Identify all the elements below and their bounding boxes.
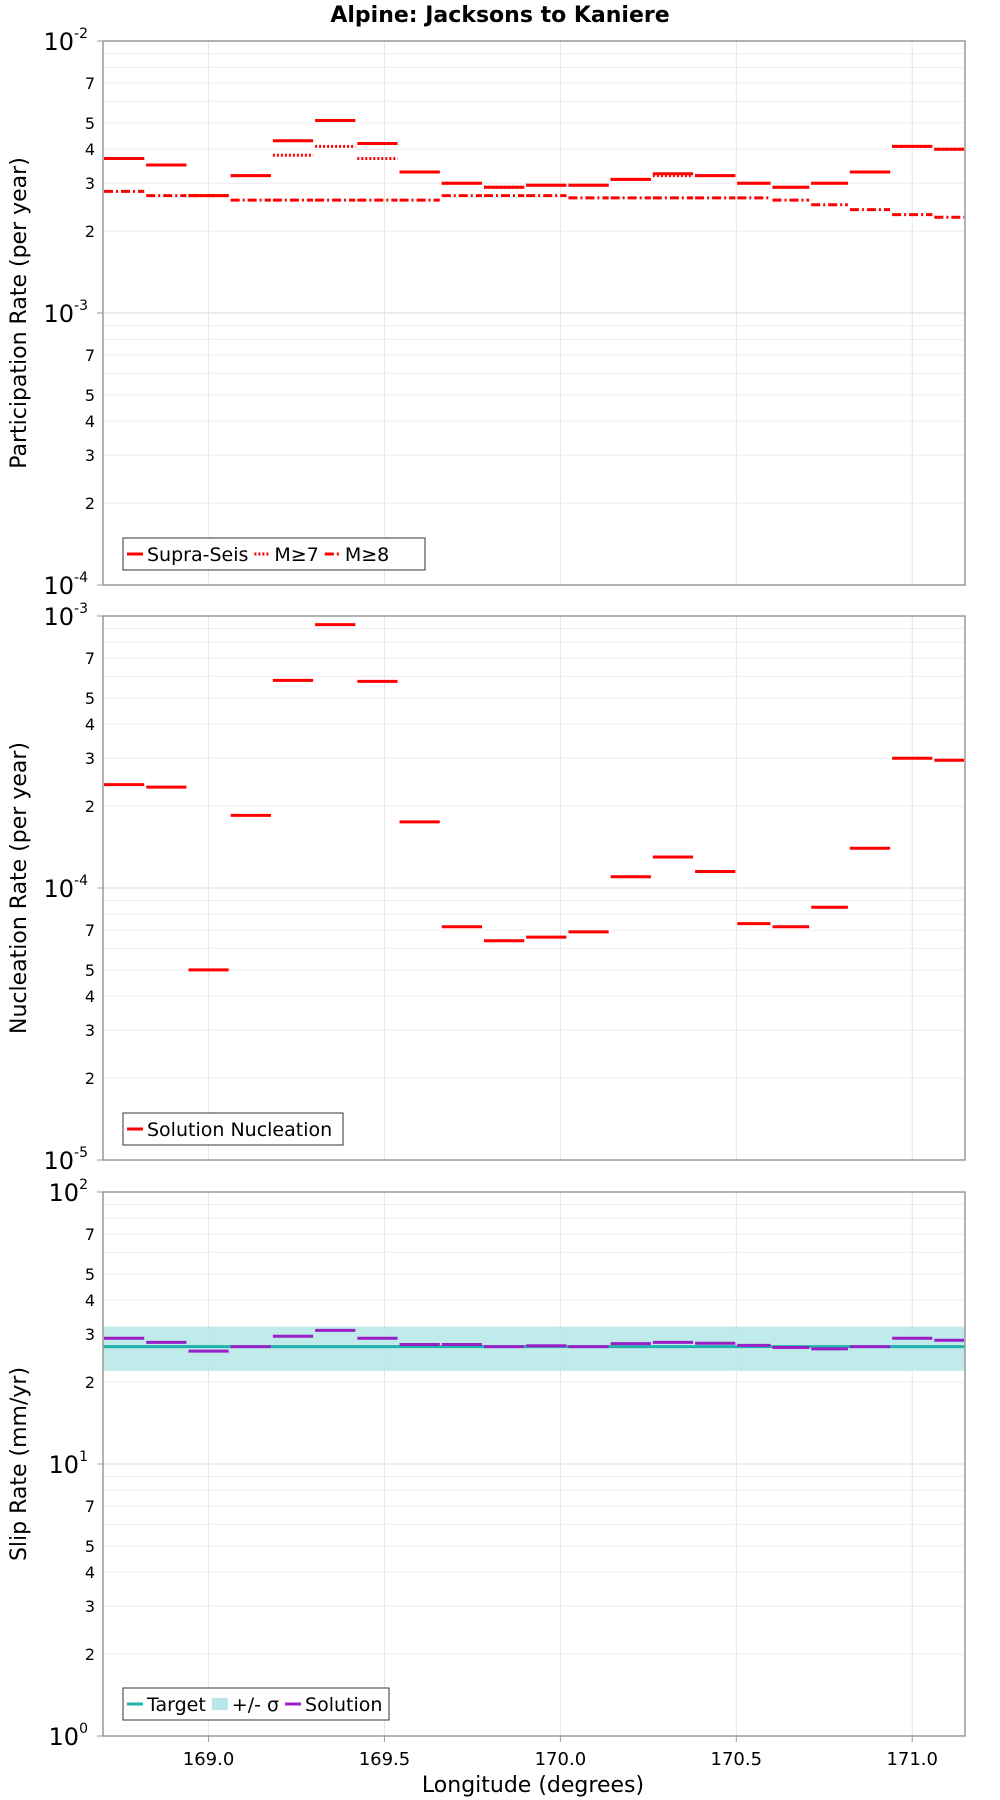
x-axis-label: Longitude (degrees) xyxy=(422,1773,644,1798)
y-minor-tick-label: 7 xyxy=(85,649,95,668)
y-minor-tick-label: 2 xyxy=(85,494,95,513)
y-minor-tick-label: 3 xyxy=(85,1597,95,1616)
x-tick-label: 171.0 xyxy=(886,1749,938,1770)
y-minor-tick-label: 3 xyxy=(85,1325,95,1344)
y-minor-tick-label: 7 xyxy=(85,1497,95,1516)
legend-box xyxy=(122,537,426,571)
y-minor-tick-label: 5 xyxy=(85,114,95,133)
y-axis-label: Nucleation Rate (per year) xyxy=(7,742,32,1034)
y-minor-tick-label: 4 xyxy=(85,1563,95,1582)
y-minor-tick-label: 5 xyxy=(85,386,95,405)
legend-box xyxy=(122,1112,344,1146)
x-tick-label: 170.0 xyxy=(535,1749,587,1770)
x-tick-label: 170.5 xyxy=(711,1749,763,1770)
y-minor-tick-label: 2 xyxy=(85,1645,95,1664)
y-major-tick-label: 100 xyxy=(49,1721,88,1751)
gridlines xyxy=(103,1192,965,1737)
y-minor-tick-label: 2 xyxy=(85,1069,95,1088)
legend-item: M≥7 xyxy=(254,544,319,566)
legend: Solution Nucleation xyxy=(122,1112,344,1146)
legend-label: Supra-Seis xyxy=(147,544,248,566)
legend: Supra-Seis M≥7 M≥8 xyxy=(122,537,426,571)
series-solution-nucleation xyxy=(104,623,964,972)
panel-participation: 10-2 10-3 10-4 7 5 4 3 2 7 5 4 3 2 Participation Rate… xyxy=(7,26,966,600)
y-major-tick-label: 10-3 xyxy=(43,298,88,328)
legend: Target +/- σ Solution xyxy=(122,1687,390,1721)
y-major-tick-label: 101 xyxy=(49,1449,88,1479)
y-minor-tick-label: 2 xyxy=(85,797,95,816)
legend-item: +/- σ xyxy=(211,1694,279,1716)
y-minor-tick-label: 4 xyxy=(85,987,95,1006)
y-minor-tick-label: 4 xyxy=(85,1291,95,1310)
y-minor-tick-label: 5 xyxy=(85,1537,95,1556)
legend-swatch xyxy=(211,1698,228,1710)
y-tick-labels: 10-3 10-4 10-5 7 5 4 3 2 7 5 4 3 2 xyxy=(43,601,103,1175)
series-solution xyxy=(104,1328,964,1353)
legend-item: Solution xyxy=(285,1694,382,1716)
gridlines xyxy=(103,41,965,586)
y-minor-tick-label: 4 xyxy=(85,715,95,734)
y-minor-tick-label: 3 xyxy=(85,749,95,768)
legend-label: +/- σ xyxy=(232,1694,279,1716)
y-minor-tick-label: 7 xyxy=(85,1225,95,1244)
legend-item: Target xyxy=(127,1694,206,1716)
panel-slip: 102 101 100 7 5 4 3 2 7 5 4 3 2 Slip Rate (mm/yr) Targ… xyxy=(7,1177,966,1751)
series-group xyxy=(104,1328,964,1353)
y-major-tick-label: 10-4 xyxy=(43,570,88,600)
y-minor-tick-label: 5 xyxy=(85,689,95,708)
legend-label: Solution Nucleation xyxy=(147,1119,332,1141)
legend-box xyxy=(122,1687,390,1721)
legend-label: M≥8 xyxy=(345,544,389,566)
legend-label: Target xyxy=(146,1694,206,1716)
y-minor-tick-label: 3 xyxy=(85,174,95,193)
y-major-tick-label: 10-2 xyxy=(43,26,88,56)
x-tick-label: 169.5 xyxy=(359,1749,411,1770)
y-major-tick-label: 10-3 xyxy=(43,601,88,631)
y-axis-label: Slip Rate (mm/yr) xyxy=(7,1367,32,1561)
x-tick-label: 169.0 xyxy=(183,1749,235,1770)
panel-nucleation: 10-3 10-4 10-5 7 5 4 3 2 7 5 4 3 2 Nucleation Rate (p… xyxy=(7,601,966,1175)
legend-label: M≥7 xyxy=(274,544,318,566)
legend-item: M≥8 xyxy=(324,544,389,566)
y-minor-tick-label: 3 xyxy=(85,1021,95,1040)
gridlines xyxy=(103,616,965,1161)
y-minor-tick-label: 5 xyxy=(85,961,95,980)
chart-title: Alpine: Jacksons to Kaniere xyxy=(330,3,669,28)
y-minor-tick-label: 3 xyxy=(85,446,95,465)
y-minor-tick-label: 7 xyxy=(85,74,95,93)
y-minor-tick-label: 7 xyxy=(85,921,95,940)
y-minor-tick-label: 5 xyxy=(85,1265,95,1284)
y-minor-tick-label: 2 xyxy=(85,1373,95,1392)
series-group xyxy=(104,623,964,972)
series-supra-seis xyxy=(104,119,964,198)
legend-item: Solution Nucleation xyxy=(127,1119,332,1141)
y-major-tick-label: 10-5 xyxy=(43,1145,88,1175)
series-group xyxy=(104,119,964,219)
legend-item: Supra-Seis xyxy=(127,544,248,566)
x-axis: 169.0 169.5 170.0 170.5 171.0 xyxy=(183,1736,938,1770)
y-axis-label: Participation Rate (per year) xyxy=(7,157,32,469)
y-minor-tick-label: 4 xyxy=(85,140,95,159)
y-minor-tick-label: 2 xyxy=(85,222,95,241)
legend-label: Solution xyxy=(305,1694,382,1716)
y-minor-tick-label: 4 xyxy=(85,412,95,431)
y-minor-tick-label: 7 xyxy=(85,346,95,365)
y-tick-labels: 10-2 10-3 10-4 7 5 4 3 2 7 5 4 3 2 xyxy=(43,26,103,600)
y-major-tick-label: 102 xyxy=(49,1177,88,1207)
y-tick-labels: 102 101 100 7 5 4 3 2 7 5 4 3 2 xyxy=(49,1177,103,1751)
y-major-tick-label: 10-4 xyxy=(43,873,88,903)
series-m-8 xyxy=(104,189,964,219)
